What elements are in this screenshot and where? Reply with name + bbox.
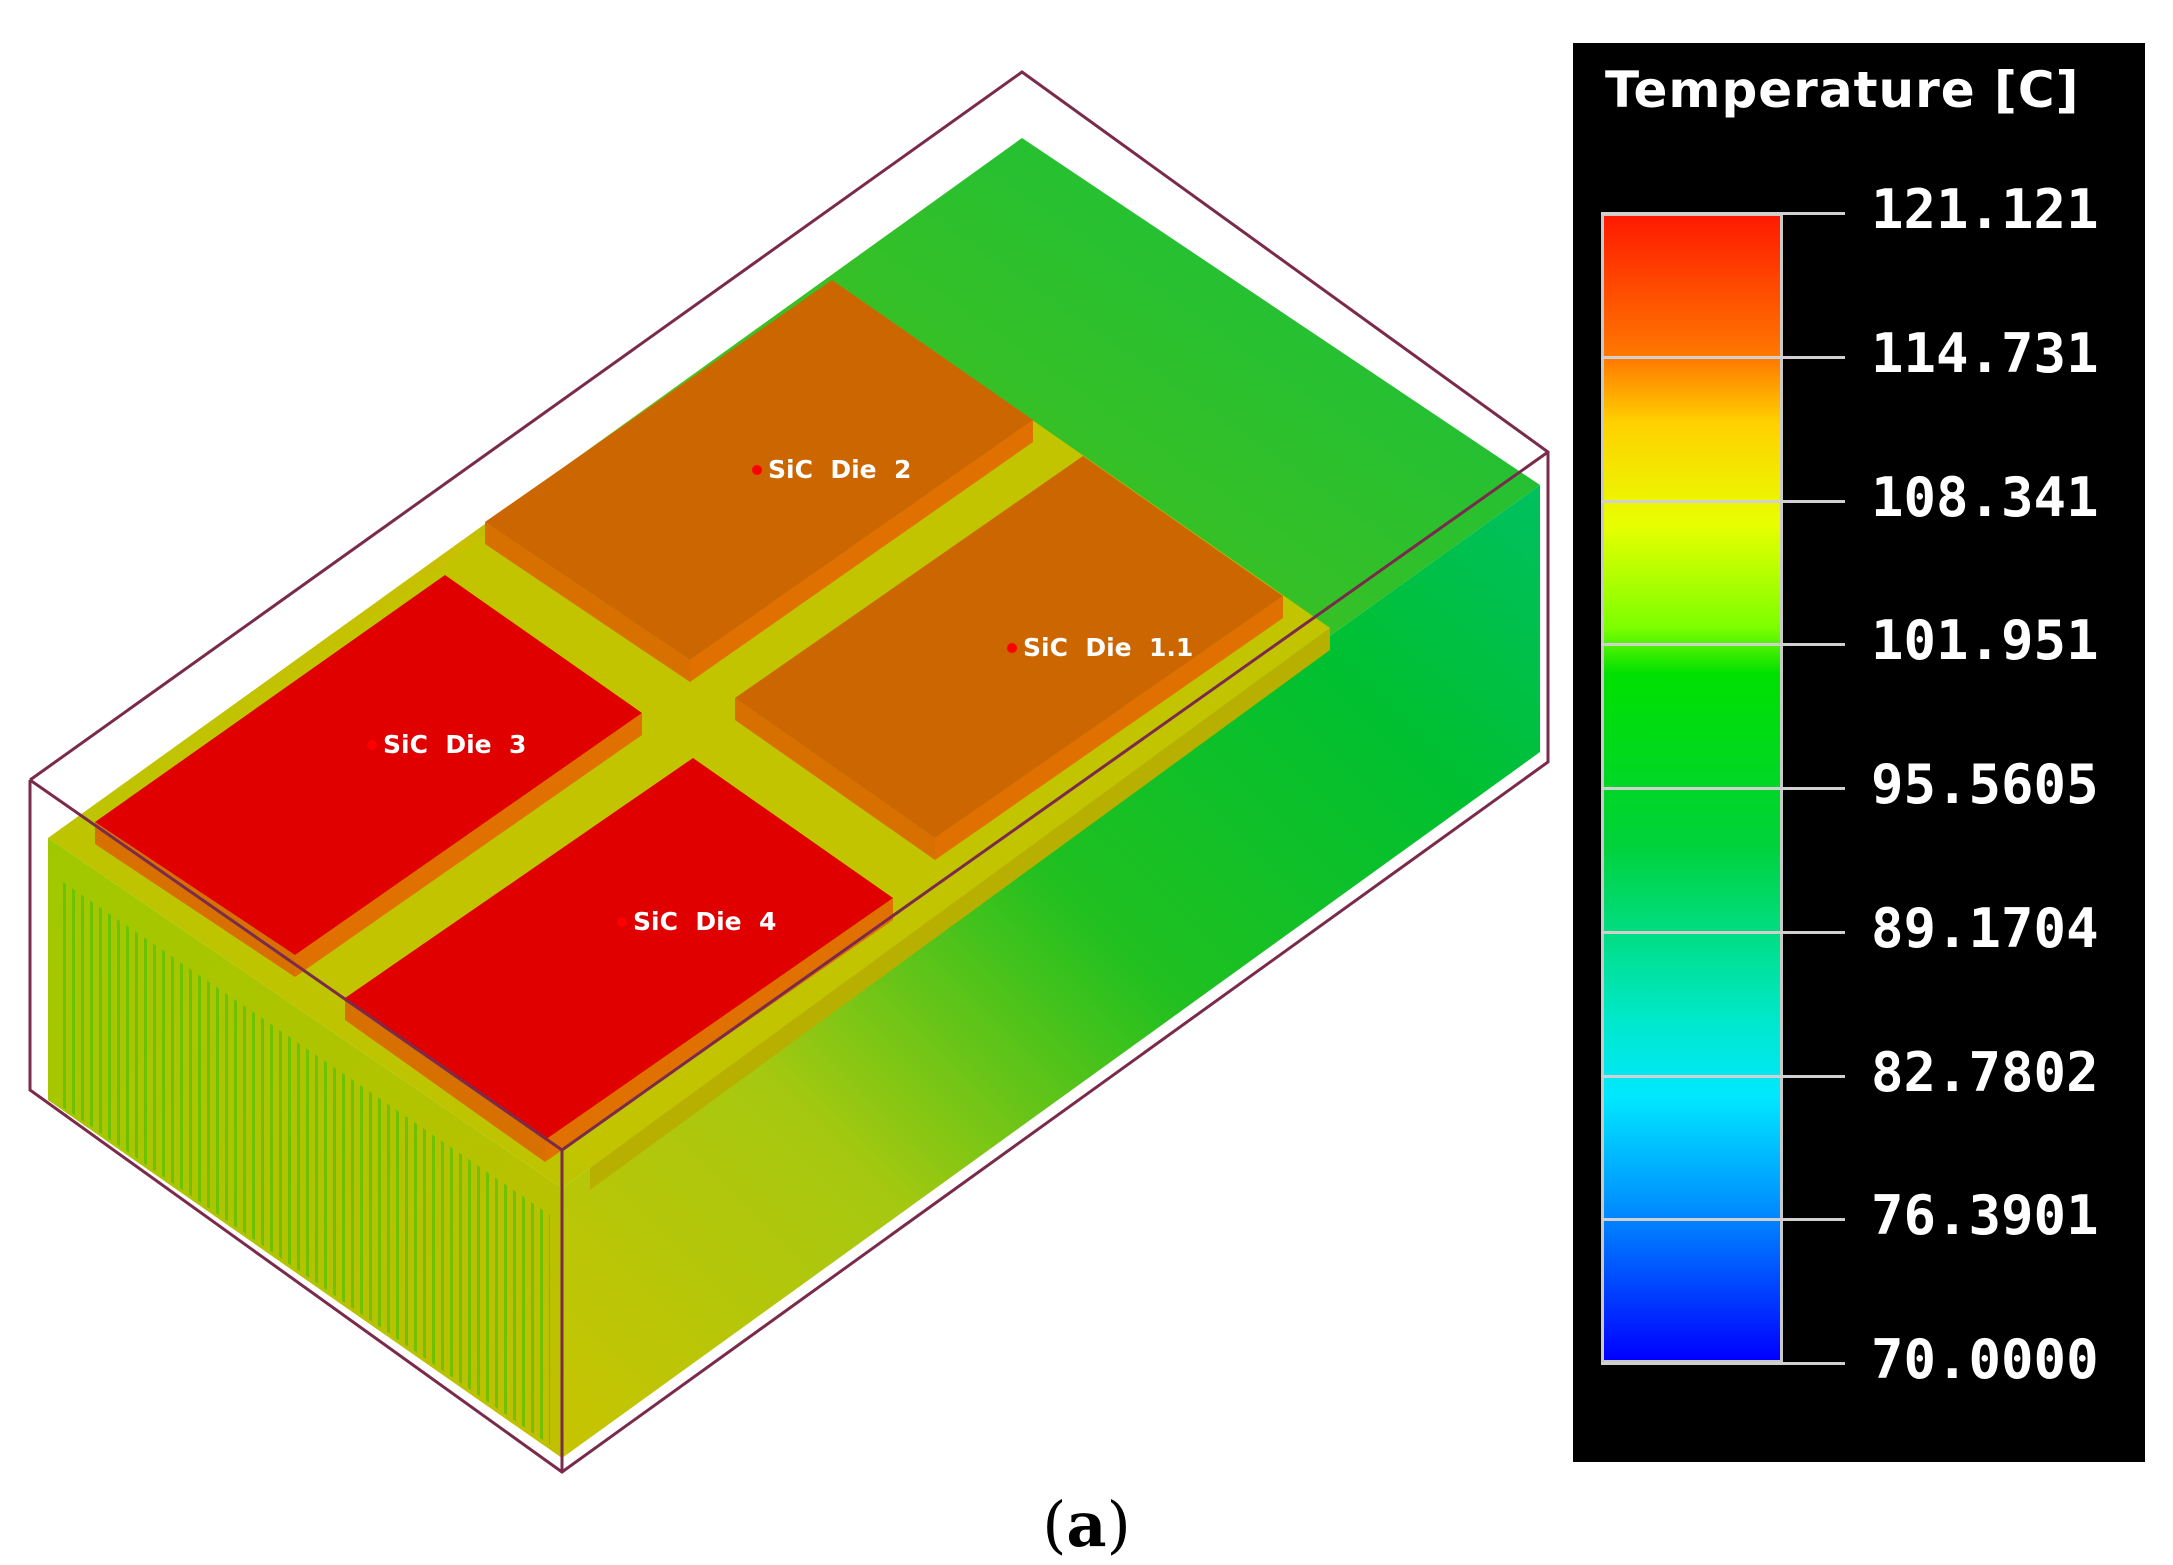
figure-caption: (a)	[0, 1488, 2173, 1561]
thermal-simulation-view: SiC Die 2 SiC Die 1.1 SiC Die 3 SiC Die 4	[28, 70, 1550, 1474]
die-1-1-probe-point	[1007, 643, 1017, 653]
legend-tick-line	[1601, 212, 1845, 215]
die-1-1-left-side	[735, 698, 935, 860]
die-2-label: SiC Die 2	[768, 455, 911, 484]
caption-open: (	[1042, 1488, 1067, 1561]
legend-tick-label: 108.341	[1871, 465, 2099, 529]
substrate-front	[590, 628, 1330, 1190]
caption-close: )	[1106, 1488, 1131, 1561]
legend-tick-line	[1601, 930, 1845, 934]
legend-tick-label: 95.5605	[1871, 753, 2099, 816]
bounding-box	[28, 70, 1550, 1474]
legend-tick-label: 70.0000	[1871, 1328, 2099, 1391]
die-4-probe-point	[617, 917, 627, 927]
legend-tick-line	[1601, 355, 1845, 359]
legend-tick-line	[1601, 643, 1845, 647]
heatsink-front-face	[562, 485, 1540, 1458]
legend-tick-label: 121.121	[1871, 178, 2099, 241]
die-3-front-side	[295, 713, 642, 977]
legend-tick-line	[1601, 1362, 1845, 1365]
die-3-probe-point	[367, 740, 377, 750]
temperature-legend: Temperature [C] 121.121 114.731 108.341 101…	[1573, 43, 2145, 1462]
sic-die-2: SiC Die 2	[485, 280, 1033, 682]
sic-die-1-1: SiC Die 1.1	[735, 456, 1283, 860]
legend-tick-line	[1601, 499, 1845, 503]
die-4-front-side	[545, 898, 893, 1162]
die-4-left-side	[345, 998, 545, 1162]
die-2-left-side	[485, 522, 690, 682]
sic-die-4: SiC Die 4	[345, 758, 893, 1162]
legend-title: Temperature [C]	[1605, 61, 2080, 119]
legend-tick-label: 82.7802	[1871, 1040, 2099, 1104]
die-3-label: SiC Die 3	[383, 730, 526, 759]
die-1-1-label: SiC Die 1.1	[1023, 633, 1193, 662]
die-1-1-front-side	[935, 596, 1283, 860]
legend-tick-label: 114.731	[1871, 321, 2099, 385]
legend-tick-line	[1601, 1074, 1845, 1078]
heatsink-fins	[60, 880, 550, 1445]
legend-tick-line	[1601, 1218, 1845, 1222]
legend-tick-label: 76.3901	[1871, 1184, 2099, 1248]
die-4-top	[345, 758, 893, 1140]
caption-letter: a	[1066, 1488, 1107, 1561]
die-2-front-side	[690, 420, 1033, 682]
legend-tick-label: 101.951	[1871, 609, 2099, 673]
die-2-probe-point	[752, 465, 762, 475]
legend-tick-line	[1601, 787, 1845, 790]
die-4-label: SiC Die 4	[633, 907, 776, 936]
die-3-top	[95, 575, 642, 955]
legend-tick-label: 89.1704	[1871, 896, 2099, 960]
